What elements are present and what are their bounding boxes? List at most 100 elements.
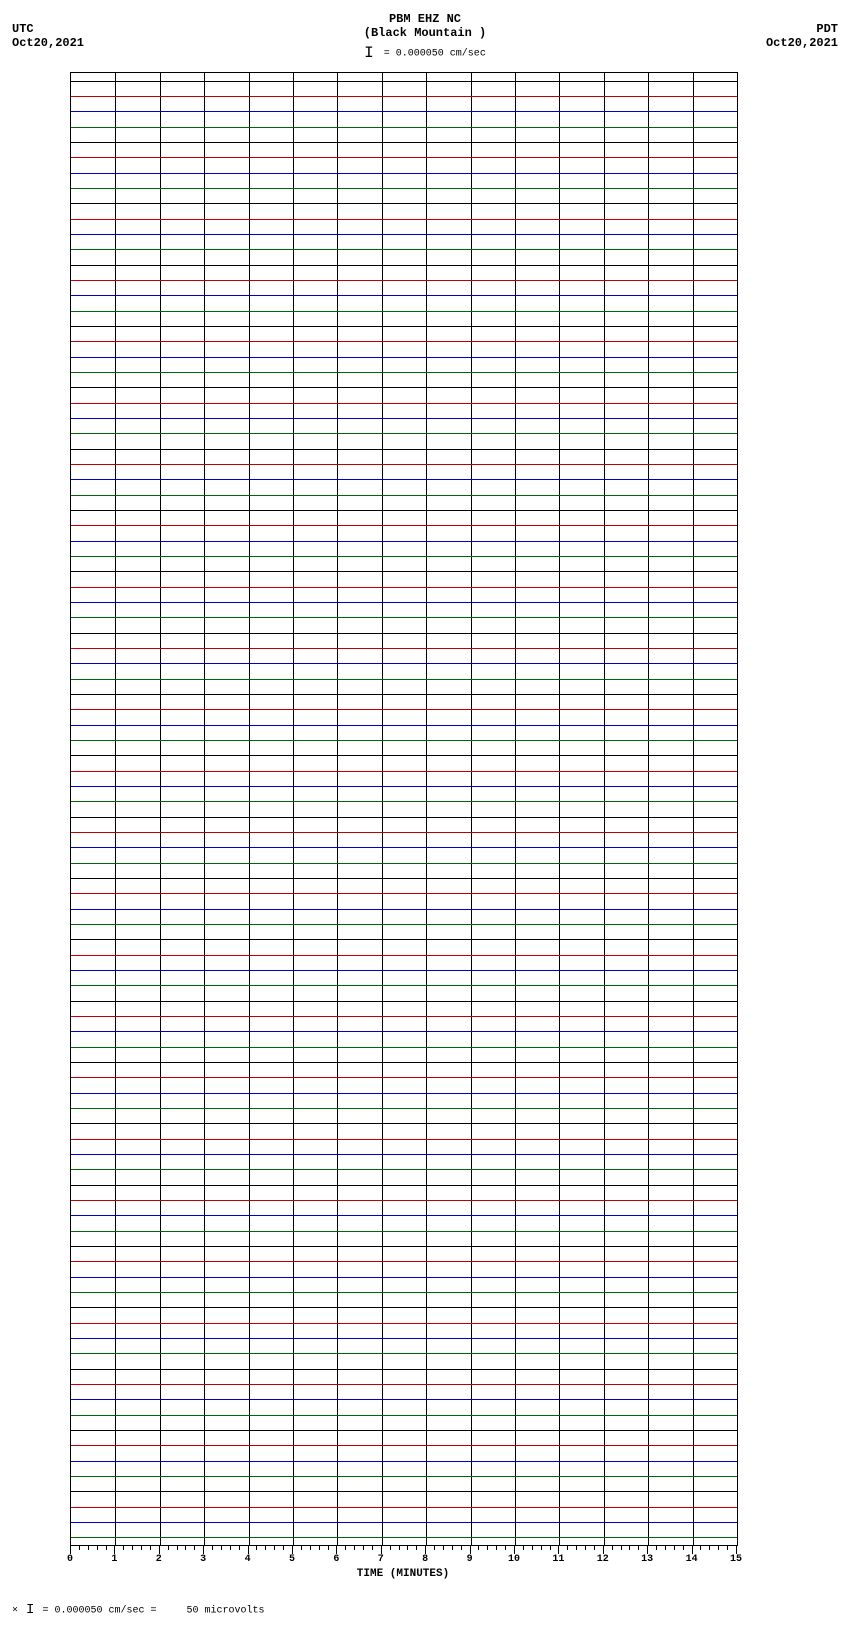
x-tick-minor (230, 1546, 231, 1550)
trace-row (71, 725, 737, 727)
trace-row (71, 203, 737, 205)
trace-row (71, 602, 737, 604)
x-tick-minor (345, 1546, 346, 1550)
x-tick-minor (354, 1546, 355, 1550)
trace-row (71, 740, 737, 742)
trace-row (71, 985, 737, 987)
x-tick-minor (132, 1546, 133, 1550)
x-tick-minor (532, 1546, 533, 1550)
trace-row (71, 357, 737, 359)
trace-row (71, 433, 737, 435)
x-tick-minor (274, 1546, 275, 1550)
header-center: PBM EHZ NC (Black Mountain ) (12, 12, 838, 40)
trace-row (71, 694, 737, 696)
x-axis-title: TIME (MINUTES) (70, 1568, 736, 1580)
x-tick-label: 1 (111, 1554, 117, 1565)
x-tick-minor (567, 1546, 568, 1550)
x-tick-label: 5 (289, 1554, 295, 1565)
trace-row (71, 1047, 737, 1049)
trace-row (71, 1415, 737, 1417)
x-tick-major (736, 1546, 737, 1554)
x-tick-major (603, 1546, 604, 1554)
plot-wrap: 07:0008:0009:0010:0011:0012:0013:0014:00… (70, 72, 736, 1582)
header: UTC Oct20,2021 PBM EHZ NC (Black Mountai… (12, 12, 838, 72)
trace-row (71, 326, 737, 328)
trace-row (71, 418, 737, 420)
trace-row (71, 1169, 737, 1171)
trace-row (71, 403, 737, 405)
trace-row (71, 387, 737, 389)
trace-row (71, 280, 737, 282)
trace-row (71, 1399, 737, 1401)
trace-row (71, 157, 737, 159)
x-tick-minor (709, 1546, 710, 1550)
trace-row (71, 1369, 737, 1371)
x-tick-minor (363, 1546, 364, 1550)
trace-row (71, 1139, 737, 1141)
trace-row (71, 709, 737, 711)
trace-row (71, 1307, 737, 1309)
x-tick-major (248, 1546, 249, 1554)
x-tick-minor (141, 1546, 142, 1550)
trace-row (71, 786, 737, 788)
x-tick-minor (612, 1546, 613, 1550)
trace-row (71, 1461, 737, 1463)
trace-row (71, 847, 737, 849)
x-tick-label: 3 (200, 1554, 206, 1565)
x-tick-label: 4 (245, 1554, 251, 1565)
trace-row (71, 878, 737, 880)
seismogram-plot: 07:0008:0009:0010:0011:0012:0013:0014:00… (70, 72, 738, 1546)
footer-bar-icon: I (26, 1602, 34, 1618)
trace-row (71, 1123, 737, 1125)
x-tick-minor (487, 1546, 488, 1550)
x-tick-minor (407, 1546, 408, 1550)
trace-row (71, 295, 737, 297)
trace-row (71, 127, 737, 129)
trace-row (71, 495, 737, 497)
x-tick-minor (434, 1546, 435, 1550)
x-tick-label: 8 (422, 1554, 428, 1565)
x-tick-label: 15 (730, 1554, 742, 1565)
x-tick-major (514, 1546, 515, 1554)
trace-row (71, 1093, 737, 1095)
station-label: PBM EHZ NC (12, 12, 838, 26)
x-tick-minor (656, 1546, 657, 1550)
x-tick-label: 14 (686, 1554, 698, 1565)
trace-row (71, 832, 737, 834)
trace-row (71, 1016, 737, 1018)
trace-row (71, 771, 737, 773)
trace-row (71, 909, 737, 911)
x-tick-minor (452, 1546, 453, 1550)
trace-row (71, 219, 737, 221)
x-tick-minor (585, 1546, 586, 1550)
trace-row (71, 81, 737, 83)
x-tick-major (558, 1546, 559, 1554)
trace-row (71, 893, 737, 895)
trace-row (71, 372, 737, 374)
trace-row (71, 1537, 737, 1539)
x-tick-minor (621, 1546, 622, 1550)
trace-row (71, 970, 737, 972)
x-tick-label: 2 (156, 1554, 162, 1565)
trace-row (71, 679, 737, 681)
footer-microvolts-text: 50 microvolts (187, 1606, 265, 1617)
trace-row (71, 541, 737, 543)
trace-row (71, 449, 737, 451)
x-tick-minor (674, 1546, 675, 1550)
trace-row (71, 556, 737, 558)
trace-row (71, 249, 737, 251)
trace-row (71, 1384, 737, 1386)
x-tick-minor (310, 1546, 311, 1550)
x-tick-minor (390, 1546, 391, 1550)
trace-row (71, 1261, 737, 1263)
x-tick-major (159, 1546, 160, 1554)
x-tick-minor (256, 1546, 257, 1550)
trace-row (71, 617, 737, 619)
scale-text: = 0.000050 cm/sec (384, 49, 486, 60)
footer-scale-text: = 0.000050 cm/sec = (42, 1606, 156, 1617)
trace-row (71, 648, 737, 650)
trace-row (71, 1522, 737, 1524)
x-tick-minor (88, 1546, 89, 1550)
x-tick-minor (665, 1546, 666, 1550)
x-tick-major (692, 1546, 693, 1554)
